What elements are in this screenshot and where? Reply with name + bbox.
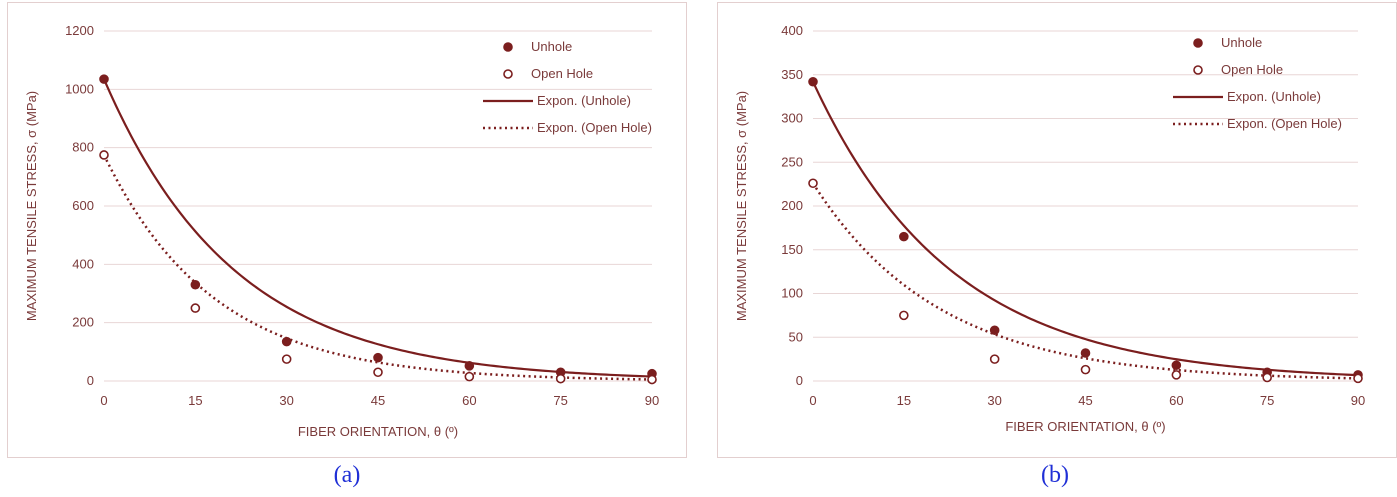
data-point-unhole — [808, 76, 818, 87]
legend-label: Expon. (Open Hole) — [537, 120, 652, 135]
data-point-open-hole — [464, 371, 475, 382]
y-tick-label: 300 — [781, 111, 803, 126]
data-point-open-hole — [555, 373, 566, 384]
x-axis-label: FIBER ORIENTATION, θ (º) — [298, 424, 458, 439]
data-point-unhole — [464, 361, 475, 371]
legend-label: Open Hole — [531, 66, 593, 81]
data-point-open-hole — [647, 374, 657, 385]
y-tick-label: 1000 — [65, 81, 94, 96]
data-point-unhole — [281, 336, 292, 347]
y-axis-label: MAXIMUM TENSILE STRESS, σ (MPa) — [24, 91, 39, 321]
y-tick-label: 0 — [87, 373, 94, 388]
chart-panel-b: 0 50 100 150 200 250 300 350 400 0 15 30 45 60 75 90 FIB… — [717, 2, 1397, 458]
chart-b-svg: 0 50 100 150 200 250 300 350 400 0 15 30 45 60 75 90 FIB… — [734, 23, 1365, 434]
legend-marker — [1193, 65, 1203, 75]
caption-b: (b) — [1041, 462, 1069, 488]
data-point-open-hole — [1262, 372, 1272, 383]
data-point-open-hole — [99, 150, 109, 160]
data-point-unhole — [1080, 348, 1091, 358]
x-tick-label: 15 — [188, 393, 202, 408]
y-tick-label: 50 — [789, 329, 803, 344]
legend-marker — [503, 69, 513, 79]
y-tick-label: 200 — [781, 198, 803, 213]
data-point-open-hole — [281, 354, 292, 364]
x-tick-label: 90 — [1351, 393, 1365, 408]
x-tick-label: 0 — [100, 393, 107, 408]
y-tick-label: 800 — [72, 140, 94, 155]
y-tick-label: 400 — [72, 256, 94, 271]
y-tick-label: 0 — [796, 373, 803, 388]
data-point-unhole — [1171, 360, 1182, 371]
trendline-open-hole — [102, 154, 653, 381]
y-tick-label: 250 — [781, 154, 803, 169]
legend-marker — [503, 42, 513, 52]
x-tick-label: 0 — [809, 393, 816, 408]
x-tick-label: 60 — [462, 393, 476, 408]
data-point-open-hole — [373, 367, 383, 378]
x-tick-label: 30 — [987, 393, 1001, 408]
y-tick-label: 600 — [72, 198, 94, 213]
caption-a: (a) — [333, 462, 361, 488]
data-point-open-hole — [190, 303, 201, 313]
legend-label: Expon. (Open Hole) — [1227, 116, 1342, 131]
legend-marker — [1193, 38, 1203, 48]
y-tick-label: 200 — [72, 315, 94, 330]
legend-label: Expon. (Unhole) — [1227, 89, 1321, 104]
legend-label: Open Hole — [1221, 62, 1283, 77]
data-point-unhole — [99, 74, 109, 84]
data-point-open-hole — [1171, 370, 1182, 380]
data-point-open-hole — [1080, 364, 1091, 375]
x-axis-label: FIBER ORIENTATION, θ (º) — [1005, 419, 1165, 434]
y-axis-label: MAXIMUM TENSILE STRESS, σ (MPa) — [734, 91, 749, 321]
data-point-unhole — [899, 231, 909, 242]
legend-label: Unhole — [1221, 35, 1262, 50]
data-point-open-hole — [1353, 373, 1363, 384]
data-point-open-hole — [899, 310, 909, 321]
data-point-open-hole — [808, 178, 818, 189]
x-tick-label: 60 — [1169, 393, 1183, 408]
legend-label: Unhole — [531, 39, 572, 54]
y-tick-label: 1200 — [65, 23, 94, 38]
legend-label: Expon. (Unhole) — [537, 93, 631, 108]
chart-a-svg: 0 200 400 600 800 1000 1200 0 15 30 45 60 75 90 FIBER … — [24, 23, 659, 439]
chart-panel-a: 0 200 400 600 800 1000 1200 0 15 30 45 60 75 90 FIBER … — [7, 2, 687, 458]
y-tick-label: 100 — [781, 286, 803, 301]
data-point-unhole — [989, 325, 1000, 336]
x-tick-label: 90 — [645, 393, 659, 408]
x-tick-label: 45 — [371, 393, 385, 408]
data-point-unhole — [190, 279, 201, 290]
data-point-open-hole — [989, 354, 1000, 364]
data-point-unhole — [373, 352, 383, 363]
y-tick-label: 150 — [781, 242, 803, 257]
x-tick-label: 30 — [279, 393, 293, 408]
x-tick-label: 75 — [1260, 393, 1274, 408]
x-tick-label: 75 — [553, 393, 567, 408]
x-tick-label: 15 — [897, 393, 911, 408]
y-tick-label: 400 — [781, 23, 803, 38]
x-tick-label: 45 — [1078, 393, 1092, 408]
y-tick-label: 350 — [781, 67, 803, 82]
